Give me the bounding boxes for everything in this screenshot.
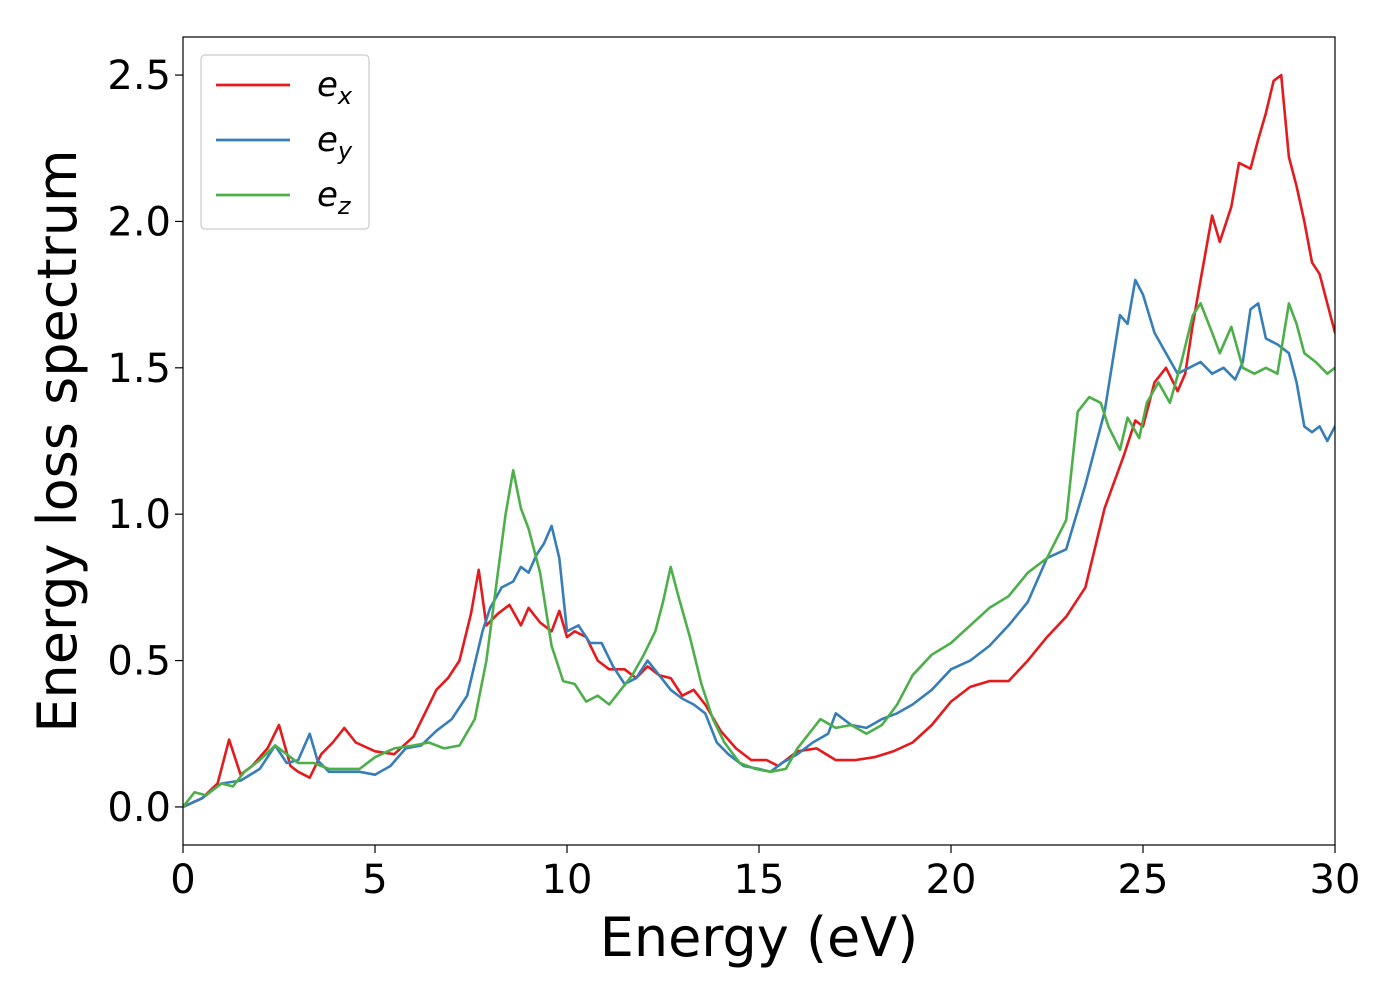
y-tick-label: 0.0 bbox=[107, 785, 171, 831]
series-line-y bbox=[183, 278, 1335, 809]
y-axis: 0.0 0.5 1.0 1.5 2.0 2.5 bbox=[107, 53, 183, 831]
series-layer bbox=[183, 73, 1335, 809]
legend-label-y: ey bbox=[317, 120, 353, 165]
series-line-x bbox=[183, 73, 1335, 809]
x-tick-label: 10 bbox=[542, 857, 593, 903]
series-line-z bbox=[183, 302, 1335, 809]
y-tick-label: 2.0 bbox=[107, 199, 171, 245]
y-tick-label: 0.5 bbox=[107, 639, 171, 685]
x-axis-label: Energy (eV) bbox=[600, 906, 919, 969]
x-tick-label: 15 bbox=[734, 857, 785, 903]
x-tick-label: 30 bbox=[1310, 857, 1361, 903]
x-tick-label: 25 bbox=[1118, 857, 1169, 903]
x-axis: 0 5 10 15 20 25 30 bbox=[170, 845, 1360, 903]
legend-entries: ex ey ez bbox=[216, 65, 353, 220]
legend-label-x: ex bbox=[317, 65, 353, 110]
x-tick-label: 5 bbox=[362, 857, 387, 903]
y-tick-label: 2.5 bbox=[107, 53, 171, 99]
y-axis-label: Energy loss spectrum bbox=[26, 149, 89, 732]
y-tick-label: 1.0 bbox=[107, 492, 171, 538]
x-tick-label: 0 bbox=[170, 857, 195, 903]
x-tick-label: 20 bbox=[926, 857, 977, 903]
legend: ex ey ez bbox=[200, 54, 370, 230]
y-tick-label: 1.5 bbox=[107, 346, 171, 392]
legend-label-z: ez bbox=[317, 175, 352, 220]
legend-box bbox=[200, 54, 370, 230]
